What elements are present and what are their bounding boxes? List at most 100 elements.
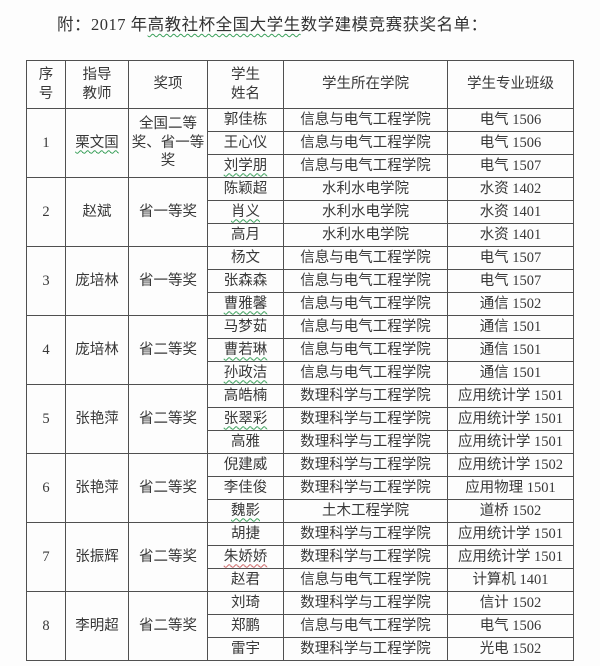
student-class-text: 通信 1501 <box>479 318 542 335</box>
student-name: 高月 <box>207 223 284 247</box>
student-college-text: 数理科学与工程学院 <box>300 456 431 473</box>
header-row: 序 号 指导 教师 奖项 学生 姓名 学生所在学院 学生专业班级 <box>26 60 574 109</box>
student-college: 数理科学与工程学院 <box>283 591 448 615</box>
student-class-text: 应用统计学 1501 <box>457 387 564 404</box>
award-name-text: 省二等奖 <box>139 617 197 634</box>
table-row: 雷宇 数理科学与工程学院 光电 1502 <box>27 637 574 661</box>
student-college-text: 土木工程学院 <box>322 502 409 519</box>
student-college-text: 信息与电气工程学院 <box>300 571 431 588</box>
student-name: 孙政洁 <box>207 361 284 385</box>
student-name-text: 肖义 <box>231 203 260 220</box>
student-class: 电气 1506 <box>447 108 574 132</box>
student-name-text: 朱娇娇 <box>223 548 268 565</box>
student-name: 倪建威 <box>207 453 284 477</box>
student-college: 信息与电气工程学院 <box>283 108 448 132</box>
student-name: 杨文 <box>207 246 284 270</box>
student-college: 土木工程学院 <box>283 499 448 523</box>
student-college: 数理科学与工程学院 <box>283 453 448 477</box>
student-class-text: 水资 1402 <box>479 180 542 197</box>
award-name-text: 省一等奖 <box>139 203 197 220</box>
student-class-text: 应用物理 1501 <box>465 479 556 496</box>
group-no-text: 4 <box>42 341 50 358</box>
student-class: 道桥 1502 <box>447 499 574 523</box>
table-row: 2 赵斌 省一等奖 陈颖超水利水电学院 水资 1402 <box>26 177 574 247</box>
award-name: 省二等奖 <box>128 315 208 385</box>
student-name: 朱娇娇 <box>207 545 284 569</box>
student-college-text: 信息与电气工程学院 <box>300 111 431 128</box>
student-name: 刘学朋 <box>207 154 284 178</box>
student-name: 郭佳栋 <box>207 108 284 132</box>
title-suffix: 数学建模竞赛获奖名单： <box>300 15 488 34</box>
award-name: 省二等奖 <box>128 591 208 661</box>
table-row: 5 张艳萍 省二等奖 高皓楠 数理科学与工程学院 应用统计学 1501 <box>26 384 574 454</box>
table-row: 4 庞培林 省二等奖 马梦茹 信息与电气工程学院 通信 1501 <box>26 315 574 385</box>
teacher-name-text: 张振辉 <box>75 548 119 565</box>
table-row: 曹若琳 信息与电气工程学院 通信 1501 <box>27 338 574 362</box>
student-name-text: 马梦茹 <box>223 318 268 335</box>
student-name: 张森森 <box>207 269 284 293</box>
group-no: 8 <box>26 591 66 661</box>
award-name-text: 省二等奖 <box>139 341 197 358</box>
student-college-text: 信息与电气工程学院 <box>300 617 431 634</box>
teacher-name: 张艳萍 <box>65 384 129 454</box>
group-no-text: 8 <box>42 617 50 634</box>
student-name-text: 李佳俊 <box>223 479 268 496</box>
student-college: 信息与电气工程学院 <box>283 315 448 339</box>
student-class-text: 应用统计学 1501 <box>457 548 564 565</box>
student-name-text: 陈颖超 <box>223 180 268 197</box>
page-title: 附：2017 年高教社杯全国大学生数学建模竞赛获奖名单： <box>57 11 488 35</box>
group-no: 7 <box>26 522 66 592</box>
table-row: 曹雅馨 信息与电气工程学院 通信 1502 <box>27 292 574 316</box>
student-class: 水资 1402 <box>447 177 574 201</box>
student-class-text: 电气 1507 <box>479 157 542 174</box>
group-no: 5 <box>26 384 66 454</box>
student-class-text: 信计 1502 <box>479 594 542 611</box>
student-college-text: 信息与电气工程学院 <box>300 134 431 151</box>
student-class-text: 水资 1401 <box>479 203 542 220</box>
teacher-name-text: 张艳萍 <box>75 410 119 427</box>
student-class-text: 光电 1502 <box>479 640 542 657</box>
student-name-text: 胡捷 <box>231 525 260 542</box>
student-name: 曹若琳 <box>207 338 284 362</box>
student-class: 通信 1501 <box>447 361 574 385</box>
student-class: 电气 1506 <box>447 614 574 638</box>
student-class: 应用统计学 1501 <box>447 545 574 569</box>
student-college-text: 数理科学与工程学院 <box>300 479 431 496</box>
student-class: 电气 1507 <box>447 246 574 270</box>
student-name-text: 杨文 <box>231 249 260 266</box>
teacher-name: 赵斌 <box>65 177 129 247</box>
teacher-name-text: 张艳萍 <box>75 479 119 496</box>
group-no-text: 2 <box>42 203 50 220</box>
student-name-text: 郭佳栋 <box>223 111 268 128</box>
header-teacher: 指导 教师 <box>65 60 129 109</box>
student-college: 信息与电气工程学院 <box>283 269 448 293</box>
student-college-text: 信息与电气工程学院 <box>300 364 431 381</box>
header-student-name: 学生 姓名 <box>207 60 284 109</box>
student-class-text: 通信 1501 <box>479 341 542 358</box>
student-name-text: 王心仪 <box>223 134 268 151</box>
student-college: 数理科学与工程学院 <box>283 407 448 431</box>
table-row: 高月 水利水电学院 水资 1401 <box>27 223 574 247</box>
student-college: 数理科学与工程学院 <box>283 522 448 546</box>
student-college: 信息与电气工程学院 <box>283 292 448 316</box>
student-college: 水利水电学院 <box>283 200 448 224</box>
student-class: 水资 1401 <box>447 223 574 247</box>
table-row: 郑鹏 信息与电气工程学院 电气 1506 <box>27 614 574 638</box>
student-class-text: 道桥 1502 <box>479 502 542 519</box>
student-college: 信息与电气工程学院 <box>283 338 448 362</box>
student-college-text: 水利水电学院 <box>322 203 409 220</box>
student-name-text: 张森森 <box>223 272 268 289</box>
student-name: 张翠彩 <box>207 407 284 431</box>
group-no-text: 1 <box>42 134 50 151</box>
teacher-name-text: 庞培林 <box>75 272 119 289</box>
student-name-text: 曹若琳 <box>223 341 268 358</box>
student-name: 赵君 <box>207 568 284 592</box>
student-college-text: 信息与电气工程学院 <box>300 272 431 289</box>
teacher-name: 张艳萍 <box>65 453 129 523</box>
award-name: 省二等奖 <box>128 453 208 523</box>
student-class-text: 电气 1506 <box>479 134 542 151</box>
student-name: 陈颖超 <box>207 177 284 201</box>
student-college: 数理科学与工程学院 <box>283 637 448 661</box>
teacher-name: 庞培林 <box>65 315 129 385</box>
student-college: 数理科学与工程学院 <box>283 545 448 569</box>
